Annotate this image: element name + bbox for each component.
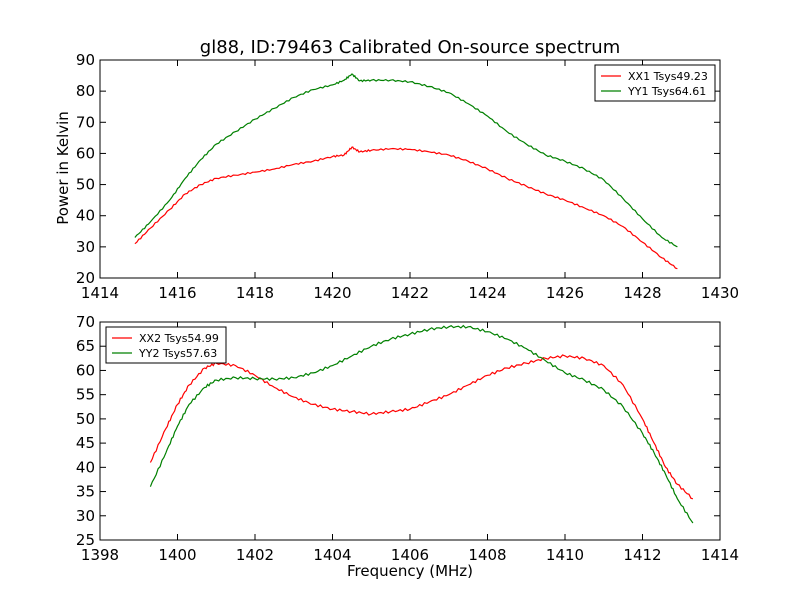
bottom-y-tick-label: 35 <box>76 483 95 501</box>
bottom-y-tick-label: 60 <box>76 361 95 379</box>
bottom-y-tick-label: 70 <box>76 313 95 331</box>
top-x-tick-label: 1424 <box>468 284 506 302</box>
top-y-tick-label: 30 <box>76 238 95 256</box>
bottom-legend-label: YY2 Tsys57.63 <box>138 347 217 360</box>
bottom-y-tick-label: 40 <box>76 458 95 476</box>
top-x-tick-label: 1426 <box>546 284 584 302</box>
bottom-legend-label: XX2 Tsys54.99 <box>139 332 219 345</box>
top-x-tick-label: 1422 <box>391 284 429 302</box>
bottom-x-tick-label: 1404 <box>313 546 351 564</box>
chart-title: gl88, ID:79463 Calibrated On-source spec… <box>200 37 620 58</box>
bottom-x-tick-label: 1414 <box>701 546 739 564</box>
top-x-tick-label: 1414 <box>81 284 119 302</box>
top-y-tick-label: 70 <box>76 113 95 131</box>
top-y-tick-label: 40 <box>76 207 95 225</box>
bottom-y-tick-label: 45 <box>76 434 95 452</box>
bottom-x-tick-label: 1398 <box>81 546 119 564</box>
top-y-axis-label: Power in Kelvin <box>54 111 72 225</box>
top-x-tick-label: 1428 <box>623 284 661 302</box>
bottom-series-line-1 <box>149 354 694 500</box>
bottom-legend-box <box>105 326 227 364</box>
bottom-y-tick-label: 50 <box>76 410 95 428</box>
top-y-tick-label: 60 <box>76 144 95 162</box>
bottom-plot: 1398 1400 1402 1404 1406 1408 1410 1412 1414 25 30… <box>76 313 739 564</box>
top-legend-label: YY1 Tsys64.61 <box>627 85 706 98</box>
bottom-y-tick-label: 30 <box>76 507 95 525</box>
top-y-tick-label: 20 <box>76 269 95 287</box>
bottom-y-tick-label: 65 <box>76 337 95 355</box>
bottom-y-tick-label: 25 <box>76 531 95 549</box>
top-x-tick-label: 1420 <box>313 284 351 302</box>
bottom-x-tick-label: 1412 <box>623 546 661 564</box>
bottom-y-tick-label: 55 <box>76 386 95 404</box>
top-x-tick-label: 1416 <box>158 284 196 302</box>
bottom-x-tick-label: 1408 <box>468 546 506 564</box>
top-y-tick-label: 90 <box>76 51 95 69</box>
bottom-x-tick-label: 1400 <box>158 546 196 564</box>
top-legend: XX1 Tsys49.23 YY1 Tsys64.61 <box>594 64 716 102</box>
bottom-x-axis-label: Frequency (MHz) <box>347 562 473 580</box>
top-y-tick-label: 80 <box>76 82 95 100</box>
top-series-line-2 <box>134 73 678 248</box>
top-legend-label: XX1 Tsys49.23 <box>628 70 708 83</box>
bottom-legend: XX2 Tsys54.99 YY2 Tsys57.63 <box>105 326 227 364</box>
bottom-x-tick-label: 1406 <box>391 546 429 564</box>
top-series-line-1 <box>134 146 678 270</box>
top-x-tick-label: 1418 <box>236 284 274 302</box>
bottom-series-line-2 <box>149 324 694 524</box>
top-y-tick-label: 50 <box>76 176 95 194</box>
bottom-x-tick-label: 1402 <box>236 546 274 564</box>
top-legend-box <box>594 64 716 102</box>
bottom-x-tick-label: 1410 <box>546 546 584 564</box>
top-plot: 1414 1416 1418 1420 1422 1424 1426 1428 1430 20 30… <box>76 51 739 302</box>
top-x-tick-label: 1430 <box>701 284 739 302</box>
